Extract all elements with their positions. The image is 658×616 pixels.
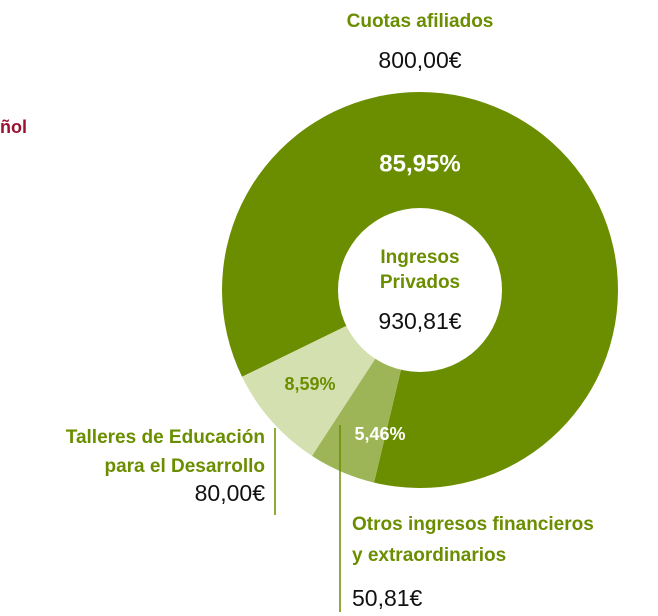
category-label: Otros ingresos financieros <box>352 514 594 535</box>
header-fragment: ñol <box>0 117 27 137</box>
category-label: Talleres de Educación <box>66 427 265 448</box>
center-title: Privados <box>380 272 460 293</box>
value-label: 85,95% <box>379 150 460 177</box>
category-label: y extraordinarios <box>352 545 506 566</box>
amount-label: 800,00€ <box>378 47 461 73</box>
amount-label: 80,00€ <box>195 480 266 506</box>
donut-hole <box>338 208 502 372</box>
category-label: Cuotas afiliados <box>347 11 494 32</box>
value-label: 5,46% <box>354 424 405 444</box>
center-title: Ingresos <box>380 247 459 268</box>
center-total: 930,81€ <box>378 308 461 334</box>
amount-label: 50,81€ <box>352 585 423 611</box>
category-label: para el Desarrollo <box>104 456 265 477</box>
value-label: 8,59% <box>284 374 335 394</box>
